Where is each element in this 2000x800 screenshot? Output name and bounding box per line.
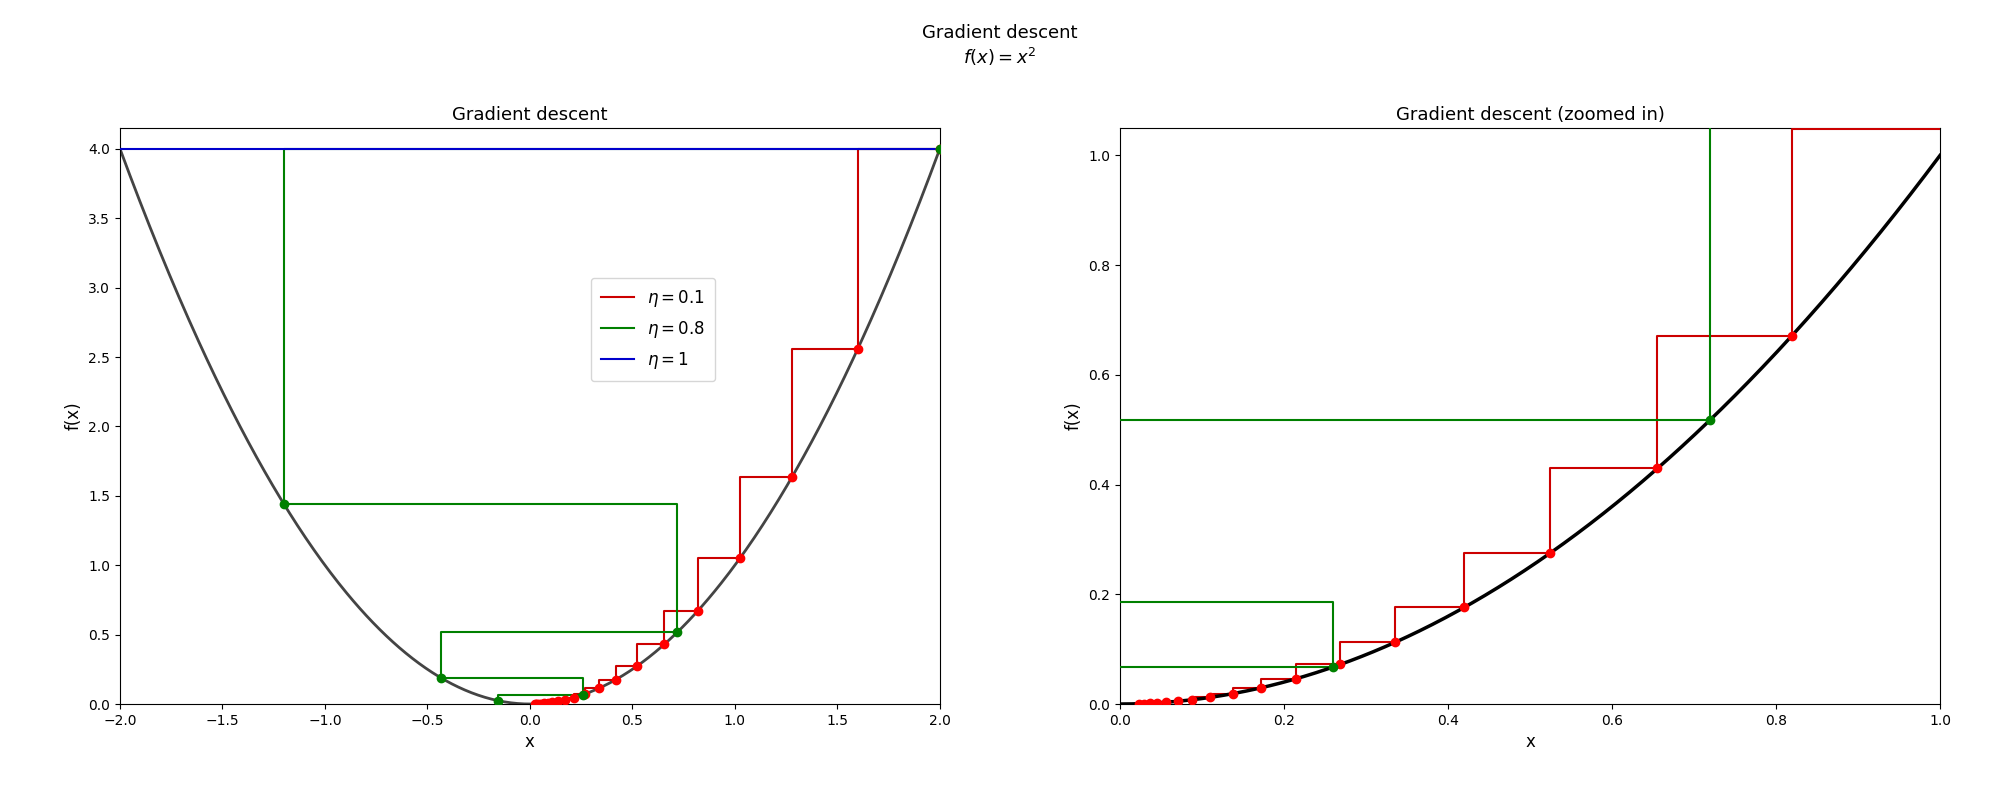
Point bbox=[536, 696, 568, 709]
Point bbox=[1134, 697, 1166, 710]
Point bbox=[568, 687, 600, 700]
$\eta = 0.8$ bbox=[666, 499, 690, 509]
Point bbox=[1246, 682, 1278, 694]
Point bbox=[1776, 330, 1808, 342]
$\eta = 0.8$ bbox=[486, 690, 510, 699]
$\eta = 0.1$ bbox=[928, 144, 952, 154]
Point bbox=[1694, 414, 1726, 426]
Point bbox=[600, 673, 632, 686]
$\eta = 0.1$ bbox=[522, 699, 546, 709]
Title: Gradient descent: Gradient descent bbox=[452, 106, 608, 124]
Point bbox=[526, 697, 558, 710]
$\eta = 0.1$ bbox=[604, 661, 628, 670]
Point bbox=[1380, 636, 1412, 649]
Point bbox=[1534, 547, 1566, 560]
X-axis label: x: x bbox=[524, 734, 534, 751]
Point bbox=[1128, 697, 1160, 710]
$\eta = 0.8$ bbox=[666, 627, 690, 637]
Point bbox=[426, 672, 458, 685]
Point bbox=[1324, 658, 1356, 671]
Point bbox=[1280, 672, 1312, 685]
Point bbox=[542, 695, 574, 708]
Point bbox=[1448, 601, 1480, 614]
Point bbox=[682, 605, 714, 618]
Y-axis label: f(x): f(x) bbox=[64, 402, 82, 430]
Title: Gradient descent (zoomed in): Gradient descent (zoomed in) bbox=[1396, 106, 1664, 124]
$\eta = 0.8$ bbox=[486, 696, 510, 706]
$\eta = 0.1$ bbox=[626, 661, 650, 670]
$\eta = 0.8$ bbox=[572, 690, 596, 699]
Point bbox=[558, 691, 590, 704]
$\eta = 0.1$ bbox=[540, 697, 564, 706]
Point bbox=[528, 697, 560, 710]
$\eta = 0.8$ bbox=[430, 674, 454, 683]
$\eta = 0.8$ bbox=[272, 499, 296, 509]
$\eta = 0.8$ bbox=[572, 690, 596, 699]
Legend: $\eta = 0.1$, $\eta = 0.8$, $\eta = 1$: $\eta = 0.1$, $\eta = 0.8$, $\eta = 1$ bbox=[590, 278, 716, 381]
Point bbox=[568, 688, 600, 701]
$\eta = 0.1$ bbox=[604, 674, 628, 684]
$\eta = 0.8$ bbox=[272, 144, 296, 154]
Point bbox=[1642, 462, 1674, 474]
Point bbox=[1150, 696, 1182, 709]
Point bbox=[724, 552, 756, 565]
Point bbox=[518, 698, 550, 710]
Point bbox=[924, 142, 956, 155]
Line: $\eta = 0.1$: $\eta = 0.1$ bbox=[534, 149, 940, 704]
$\eta = 0.8$ bbox=[272, 499, 296, 509]
$\eta = 0.8$ bbox=[666, 627, 690, 637]
$\eta = 0.8$ bbox=[928, 144, 952, 154]
$\eta = 1$ bbox=[518, 144, 542, 154]
$\eta = 0.1$ bbox=[652, 639, 676, 649]
Point bbox=[524, 698, 556, 710]
Point bbox=[842, 342, 874, 355]
$\eta = 0.8$ bbox=[430, 627, 454, 637]
Point bbox=[924, 142, 956, 155]
Point bbox=[662, 626, 694, 638]
Point bbox=[550, 694, 582, 706]
$\eta = 0.1$ bbox=[686, 554, 710, 563]
Text: Gradient descent
$f(x) = x^2$: Gradient descent $f(x) = x^2$ bbox=[922, 24, 1078, 68]
Point bbox=[1194, 691, 1226, 704]
Point bbox=[520, 698, 552, 710]
Point bbox=[648, 638, 680, 650]
Point bbox=[1176, 694, 1208, 706]
Point bbox=[482, 694, 514, 707]
Point bbox=[1216, 687, 1248, 700]
Point bbox=[1162, 695, 1194, 708]
Point bbox=[1124, 698, 1156, 710]
X-axis label: x: x bbox=[1526, 734, 1536, 751]
Point bbox=[532, 697, 564, 710]
$\eta = 1$ bbox=[722, 144, 746, 154]
Point bbox=[582, 682, 614, 694]
Point bbox=[268, 498, 300, 510]
Point bbox=[1142, 697, 1174, 710]
Point bbox=[622, 659, 654, 672]
Point bbox=[522, 698, 554, 710]
$\eta = 0.8$ bbox=[430, 674, 454, 683]
Point bbox=[1316, 661, 1348, 674]
Point bbox=[776, 470, 808, 483]
$\eta = 0.8$ bbox=[572, 674, 596, 683]
Line: $\eta = 0.8$: $\eta = 0.8$ bbox=[284, 149, 940, 701]
Y-axis label: f(x): f(x) bbox=[1064, 402, 1082, 430]
